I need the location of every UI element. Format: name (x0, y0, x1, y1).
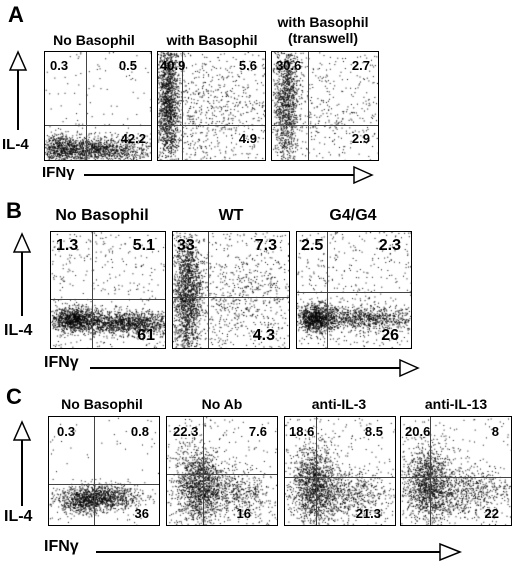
quadrant-lower-right: 42.2 (120, 131, 146, 146)
panel-letter-a: A (8, 2, 24, 27)
quadrant-upper-right: 8.5 (364, 424, 383, 439)
quadrant-lower-right: 4.9 (238, 131, 257, 146)
plot-title: with Basophil (166, 32, 258, 48)
plot-title: anti-IL-3 (311, 396, 367, 412)
flow-plot: 18.6 8.5 21.3 (284, 416, 396, 526)
quadrant-lower-right: 22 (484, 506, 499, 521)
plot-dots (285, 417, 395, 525)
flow-plot: 1.3 5.1 61 (50, 231, 166, 349)
quadrant-lower-right: 36 (134, 506, 149, 521)
y-axis-arrow (8, 50, 28, 130)
flow-plot: 0.3 0.8 36 (48, 416, 160, 526)
plot-dots (51, 232, 165, 348)
quadrant-lower-right: 2.9 (351, 131, 370, 146)
flow-plot: 22.3 7.6 16 (166, 416, 278, 526)
quadrant-upper-left: 0.3 (57, 424, 76, 439)
quadrant-lower-right: 21.3 (355, 506, 381, 521)
x-axis-label: IFNγ (44, 538, 79, 555)
quadrant-upper-right: 0.5 (118, 58, 137, 73)
quadrant-upper-left: 22.3 (173, 424, 199, 439)
plot-title: No Basophil (55, 207, 149, 224)
plot-title: No Ab (201, 396, 243, 412)
plot-dots (272, 52, 378, 160)
quadrant-upper-right: 5.1 (132, 237, 155, 254)
quadrant-upper-left: 30.6 (276, 58, 302, 73)
quadrant-upper-right: 7.3 (254, 237, 277, 254)
plot-dots (45, 52, 151, 160)
flow-plot: 20.6 8 22 (400, 416, 512, 526)
quadrant-upper-left: 33 (177, 237, 195, 254)
x-axis-arrow (90, 358, 420, 378)
flow-plot: 30.6 2.7 2.9 (271, 51, 379, 161)
quadrant-lower-right: 16 (236, 506, 251, 521)
quadrant-upper-right: 2.7 (351, 58, 370, 73)
plot-title: anti-IL-13 (424, 396, 488, 412)
panel-letter-b: B (6, 198, 22, 223)
quadrant-lower-right: 4.3 (252, 327, 275, 344)
flow-plot: 40.9 5.6 4.9 (157, 51, 266, 161)
plot-title-line1: with Basophil (277, 14, 369, 30)
quadrant-upper-right: 5.6 (238, 58, 257, 73)
x-axis-label: IFNγ (42, 164, 75, 181)
plot-dots (167, 417, 277, 525)
panel-letter-c: C (6, 384, 22, 409)
x-axis-arrow (84, 165, 374, 185)
flow-plot: 2.5 2.3 26 (296, 231, 412, 349)
y-axis-label: IL-4 (4, 322, 33, 339)
y-axis-arrow (12, 232, 32, 316)
quadrant-upper-left: 18.6 (289, 424, 315, 439)
quadrant-upper-right: 8 (491, 424, 499, 439)
quadrant-lower-right: 61 (137, 327, 155, 344)
flow-plot: 33 7.3 4.3 (172, 231, 290, 349)
plot-title: No Basophil (61, 396, 143, 412)
plot-title: G4/G4 (329, 207, 377, 224)
quadrant-upper-right: 7.6 (248, 424, 267, 439)
plot-dots (158, 52, 265, 160)
y-axis-arrow (12, 420, 32, 506)
y-axis-label: IL-4 (2, 136, 29, 153)
quadrant-upper-left: 1.3 (56, 237, 79, 254)
quadrant-upper-right: 2.3 (378, 237, 401, 254)
plot-dots (49, 417, 159, 525)
plot-title-line2: (transwell) (287, 30, 358, 46)
plot-title: No Basophil (53, 32, 135, 48)
x-axis-arrow (96, 542, 463, 562)
plot-dots (173, 232, 289, 348)
y-axis-label: IL-4 (4, 508, 33, 525)
plot-dots (297, 232, 411, 348)
quadrant-upper-right: 0.8 (130, 424, 149, 439)
plot-title: WT (218, 207, 244, 224)
x-axis-label: IFNγ (44, 354, 79, 371)
quadrant-upper-left: 20.6 (405, 424, 431, 439)
quadrant-upper-left: 0.3 (50, 58, 69, 73)
quadrant-upper-left: 40.9 (160, 58, 186, 73)
plot-dots (401, 417, 511, 525)
quadrant-lower-right: 26 (381, 327, 399, 344)
quadrant-upper-left: 2.5 (301, 237, 324, 254)
flow-plot: 0.3 0.5 42.2 (44, 51, 152, 161)
